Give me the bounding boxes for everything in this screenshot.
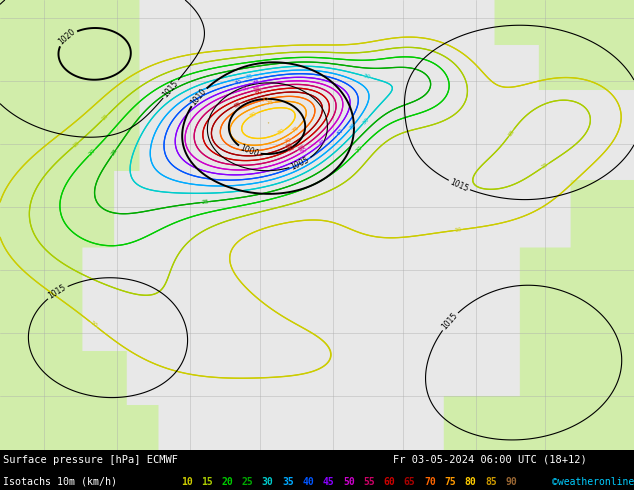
Text: 55: 55 <box>253 86 262 93</box>
Text: 90: 90 <box>505 477 517 487</box>
Text: 1015: 1015 <box>440 311 460 332</box>
Text: 10: 10 <box>89 320 98 329</box>
Text: 20: 20 <box>221 477 233 487</box>
Text: 70: 70 <box>424 477 436 487</box>
Text: 70: 70 <box>261 96 270 103</box>
Text: 70: 70 <box>283 137 292 145</box>
Text: Isotachs 10m (km/h): Isotachs 10m (km/h) <box>3 477 117 487</box>
Text: Fr 03-05-2024 06:00 UTC (18+12): Fr 03-05-2024 06:00 UTC (18+12) <box>393 455 587 465</box>
Text: 1015: 1015 <box>449 177 470 194</box>
Text: 75: 75 <box>444 477 456 487</box>
Text: 50: 50 <box>299 147 309 155</box>
Text: 10: 10 <box>454 227 462 233</box>
Text: 65: 65 <box>233 101 242 109</box>
Text: 60: 60 <box>255 90 263 97</box>
Text: 45: 45 <box>252 79 260 86</box>
Text: 80: 80 <box>249 111 258 119</box>
Text: 55: 55 <box>363 477 375 487</box>
Text: 1015: 1015 <box>47 283 68 301</box>
Text: 15: 15 <box>507 128 515 138</box>
Text: 30: 30 <box>262 477 274 487</box>
Text: ©weatheronline.co.uk: ©weatheronline.co.uk <box>552 477 634 487</box>
Text: 35: 35 <box>348 122 357 131</box>
Text: 1005: 1005 <box>290 155 311 172</box>
Text: 65: 65 <box>404 477 416 487</box>
Text: 10: 10 <box>181 477 193 487</box>
Text: 1000: 1000 <box>238 144 260 159</box>
Text: 75: 75 <box>291 125 300 134</box>
Text: 75: 75 <box>266 100 275 106</box>
Text: 15: 15 <box>540 162 550 170</box>
Text: 1020: 1020 <box>57 27 77 47</box>
Text: 25: 25 <box>201 199 209 205</box>
Text: 35: 35 <box>282 477 294 487</box>
Text: 45: 45 <box>323 477 335 487</box>
Text: 40: 40 <box>302 477 314 487</box>
Text: 45: 45 <box>318 138 327 147</box>
Text: 30: 30 <box>361 116 370 125</box>
Text: 15: 15 <box>72 140 81 148</box>
Text: 60: 60 <box>384 477 396 487</box>
Text: 50: 50 <box>343 477 355 487</box>
Text: 20: 20 <box>87 147 97 157</box>
Text: 80: 80 <box>465 477 477 487</box>
Text: 50: 50 <box>242 85 250 92</box>
Text: 80: 80 <box>276 128 286 136</box>
Text: 20: 20 <box>354 145 364 154</box>
Text: 30: 30 <box>363 73 372 80</box>
Text: 40: 40 <box>335 128 344 137</box>
Text: 60: 60 <box>287 145 296 153</box>
Text: Surface pressure [hPa] ECMWF: Surface pressure [hPa] ECMWF <box>3 455 178 465</box>
Text: 15: 15 <box>201 477 213 487</box>
Text: 85: 85 <box>485 477 497 487</box>
Text: 65: 65 <box>284 142 294 149</box>
Text: 1010: 1010 <box>189 87 209 107</box>
Text: 25: 25 <box>110 147 119 157</box>
Text: 40: 40 <box>234 79 243 86</box>
Text: 35: 35 <box>245 73 254 79</box>
Text: 1015: 1015 <box>161 79 180 99</box>
Text: 25: 25 <box>242 477 254 487</box>
Text: 55: 55 <box>297 144 306 152</box>
Text: 15: 15 <box>101 113 110 122</box>
